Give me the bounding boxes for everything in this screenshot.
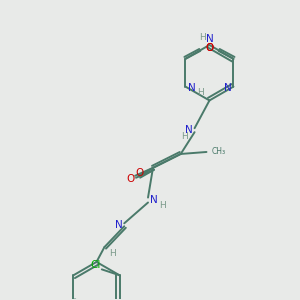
- Text: CH₃: CH₃: [212, 148, 226, 157]
- Text: H: H: [110, 248, 116, 257]
- Text: O: O: [135, 168, 143, 178]
- Text: H: H: [159, 201, 166, 210]
- Text: H: H: [197, 88, 204, 97]
- Text: O: O: [206, 43, 214, 53]
- Text: H: H: [199, 33, 206, 42]
- Text: Cl: Cl: [91, 260, 101, 270]
- Text: H: H: [181, 132, 188, 141]
- Text: N: N: [185, 125, 193, 135]
- Text: O: O: [126, 174, 134, 184]
- Text: N: N: [224, 82, 232, 93]
- Text: N: N: [150, 194, 158, 205]
- Text: N: N: [188, 82, 196, 93]
- Text: O: O: [205, 43, 214, 53]
- Text: N: N: [115, 220, 122, 230]
- Text: N: N: [206, 34, 213, 44]
